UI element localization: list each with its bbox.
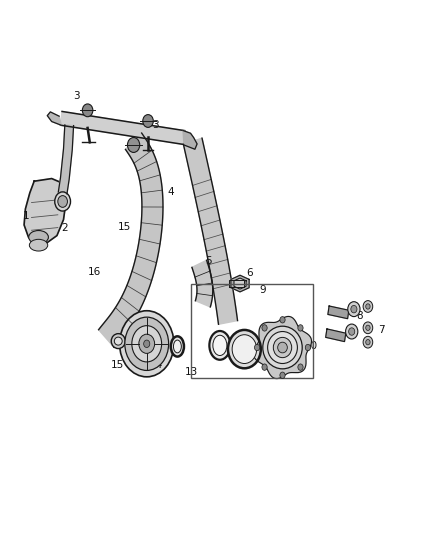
Ellipse shape [114,337,122,345]
Circle shape [363,301,373,312]
Circle shape [132,326,162,362]
Circle shape [262,364,267,370]
Circle shape [125,317,169,370]
Ellipse shape [209,331,230,360]
Text: 6: 6 [246,268,253,278]
Text: 11: 11 [261,357,274,366]
Circle shape [262,325,267,331]
Polygon shape [326,329,346,342]
Ellipse shape [268,332,297,364]
Text: 16: 16 [88,267,101,277]
Polygon shape [328,306,349,319]
Circle shape [139,334,155,353]
Circle shape [143,115,153,127]
Ellipse shape [263,326,302,369]
Ellipse shape [29,239,48,251]
Text: 1: 1 [23,211,30,221]
Text: 10: 10 [304,342,318,351]
Ellipse shape [232,335,257,364]
Text: 13: 13 [185,367,198,377]
Text: 3: 3 [152,120,159,130]
Text: 7: 7 [378,326,385,335]
Ellipse shape [171,336,184,357]
Circle shape [58,196,67,207]
Polygon shape [231,275,249,292]
Polygon shape [183,131,197,149]
Circle shape [348,302,360,317]
Polygon shape [99,133,163,347]
Text: 8: 8 [356,311,363,320]
Ellipse shape [273,337,292,358]
Polygon shape [47,112,61,125]
Circle shape [120,311,174,377]
Text: 3: 3 [73,91,80,101]
Circle shape [349,328,355,335]
Polygon shape [229,280,244,287]
Circle shape [351,305,357,313]
Text: 15: 15 [111,360,124,370]
Polygon shape [234,278,246,289]
Text: 14: 14 [150,360,163,370]
Circle shape [305,344,311,351]
Text: 15: 15 [118,222,131,231]
Circle shape [144,340,150,348]
Text: 4: 4 [167,187,174,197]
Text: 9: 9 [259,286,266,295]
Circle shape [366,340,370,345]
Polygon shape [184,138,237,324]
Circle shape [82,104,93,117]
Circle shape [298,325,303,331]
Polygon shape [254,317,311,378]
Ellipse shape [213,335,227,356]
Ellipse shape [228,330,261,368]
Circle shape [366,304,370,309]
Circle shape [55,192,71,211]
Circle shape [346,324,358,339]
Circle shape [127,138,140,152]
Circle shape [363,322,373,334]
Text: 2: 2 [61,223,68,232]
Circle shape [363,336,373,348]
Polygon shape [24,179,66,244]
Circle shape [298,364,303,370]
Polygon shape [60,111,185,144]
Circle shape [280,372,285,378]
Ellipse shape [28,230,48,244]
Polygon shape [192,260,213,307]
Circle shape [280,317,285,323]
Circle shape [254,344,260,351]
Text: 5: 5 [205,256,212,266]
Polygon shape [58,125,74,194]
Circle shape [366,325,370,330]
Ellipse shape [278,342,287,353]
Bar [191,284,313,378]
Ellipse shape [173,340,181,353]
Text: 12: 12 [233,350,247,359]
Ellipse shape [111,334,125,349]
